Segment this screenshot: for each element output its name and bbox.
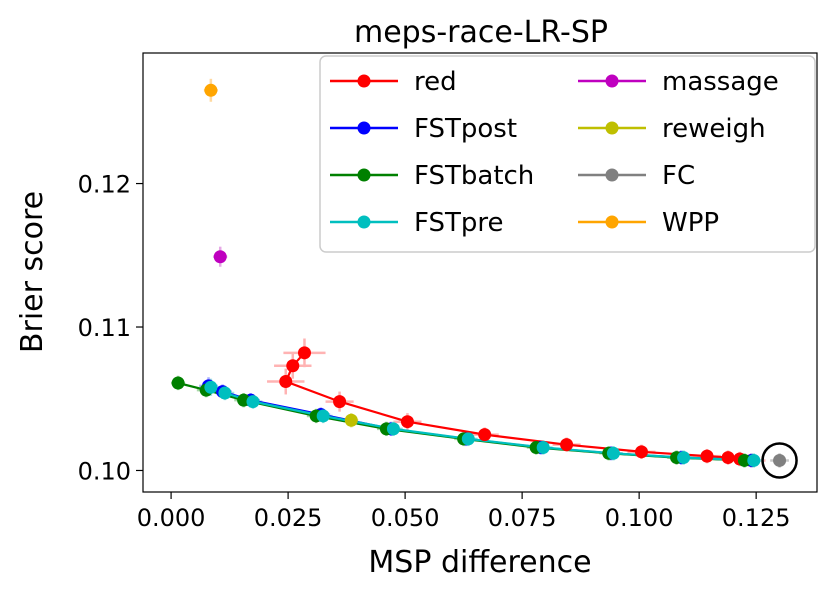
legend-marker-fc xyxy=(605,168,619,182)
axes-frame xyxy=(142,52,818,493)
red-point xyxy=(400,415,414,429)
legend-label-massage: massage xyxy=(662,67,779,97)
fstbatch-point xyxy=(171,376,185,390)
y-tick-label: 0.12 xyxy=(78,171,131,199)
x-tick-label: 0.000 xyxy=(137,504,206,532)
fstpre-line xyxy=(210,386,754,462)
legend-marker-fstpost xyxy=(357,121,371,135)
red-point xyxy=(297,346,311,360)
red-point xyxy=(560,438,574,452)
legend-label-red: red xyxy=(414,67,457,97)
massage-point xyxy=(213,250,227,264)
legend-label-reweigh: reweigh xyxy=(662,114,766,144)
chart-title: meps-race-LR-SP xyxy=(354,15,608,50)
x-tick-label: 0.050 xyxy=(371,504,440,532)
data-points xyxy=(171,83,787,467)
red-point xyxy=(286,359,300,373)
x-tick-label: 0.125 xyxy=(722,504,791,532)
x-axis-ticks: 0.000 0.025 0.050 0.075 0.100 0.125 xyxy=(137,492,791,532)
wpp-point xyxy=(204,83,218,97)
x-tick-label: 0.075 xyxy=(488,504,557,532)
legend: red FSTpost FSTbatch FSTpre massage reweigh FC… xyxy=(319,55,816,253)
fstpre-point xyxy=(386,422,400,436)
legend-marker-red xyxy=(357,74,371,88)
legend-marker-wpp xyxy=(605,215,619,229)
fc-point xyxy=(773,453,787,467)
red-point xyxy=(721,451,735,465)
fstbatch-point xyxy=(737,453,751,467)
legend-label-fstpre: FSTpre xyxy=(414,208,504,238)
fstpre-point xyxy=(606,446,620,460)
fstpre-point xyxy=(536,441,550,455)
red-point xyxy=(634,445,648,459)
fstpre-point xyxy=(218,386,232,400)
fstpre-point xyxy=(461,432,475,446)
y-axis-label: Brier score xyxy=(15,191,50,353)
annotations xyxy=(761,442,798,479)
reweigh-point xyxy=(344,413,358,427)
red-point xyxy=(279,375,293,389)
y-axis-ticks: 0.10 0.11 0.12 xyxy=(78,171,143,485)
fstpre-point xyxy=(677,451,691,465)
fstpre-point xyxy=(316,409,330,423)
fstpre-point xyxy=(204,380,218,394)
red-point xyxy=(478,428,492,442)
legend-marker-massage xyxy=(605,74,619,88)
red-point xyxy=(333,395,347,409)
legend-label-fstbatch: FSTbatch xyxy=(414,161,534,191)
legend-marker-reweigh xyxy=(605,121,619,135)
fstpre-point xyxy=(246,395,260,409)
fstpost-line xyxy=(208,384,752,462)
y-tick-label: 0.11 xyxy=(78,314,131,342)
x-axis-label: MSP difference xyxy=(368,545,591,580)
x-tick-label: 0.100 xyxy=(605,504,674,532)
highlight-circle xyxy=(761,442,798,479)
legend-label-fc: FC xyxy=(662,161,695,191)
legend-label-wpp: WPP xyxy=(662,208,719,238)
fstpre-point xyxy=(747,453,761,467)
legend-marker-fstpre xyxy=(357,215,371,229)
legend-label-fstpost: FSTpost xyxy=(414,114,517,144)
red-point xyxy=(700,449,714,463)
fstbatch-line xyxy=(177,381,745,462)
legend-frame xyxy=(319,55,816,253)
y-tick-label: 0.10 xyxy=(78,457,131,485)
legend-marker-fstbatch xyxy=(357,168,371,182)
x-tick-label: 0.025 xyxy=(254,504,323,532)
